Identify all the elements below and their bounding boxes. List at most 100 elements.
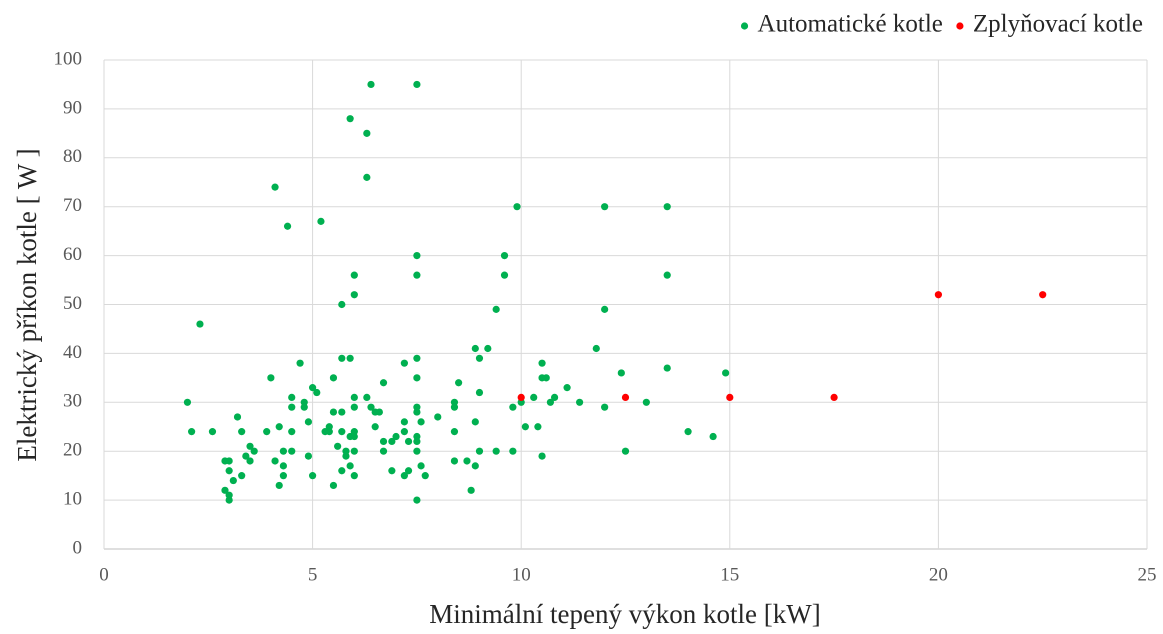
point	[363, 393, 371, 402]
point	[375, 408, 383, 416]
x-tick-label: 10	[512, 564, 531, 585]
point	[288, 403, 296, 411]
point	[229, 476, 237, 485]
point	[663, 271, 671, 279]
point	[484, 344, 492, 353]
point	[363, 129, 371, 137]
point	[221, 486, 229, 494]
point	[617, 369, 625, 377]
point	[642, 398, 650, 406]
point	[450, 457, 459, 465]
point	[404, 437, 413, 446]
point	[379, 379, 388, 387]
point	[400, 428, 408, 436]
point	[463, 457, 471, 465]
point	[338, 354, 346, 362]
point	[279, 472, 287, 480]
point	[342, 452, 350, 460]
point	[450, 403, 459, 411]
point	[296, 359, 304, 367]
y-axis-title: Elektrický příkon kotle [ W ]	[12, 148, 42, 461]
point	[413, 437, 421, 446]
point	[413, 271, 421, 279]
point	[413, 374, 421, 382]
point	[509, 447, 517, 455]
point	[271, 183, 279, 191]
point	[517, 393, 525, 402]
point	[388, 437, 396, 446]
point	[576, 398, 584, 406]
point	[934, 291, 943, 299]
point	[183, 398, 192, 406]
point	[350, 403, 358, 411]
point	[546, 398, 555, 406]
point	[246, 457, 254, 465]
point	[304, 418, 313, 426]
point	[367, 80, 375, 89]
point	[471, 344, 479, 353]
y-tick-label: 60	[63, 244, 82, 265]
point	[267, 374, 275, 382]
x-tick-label: 15	[720, 564, 739, 585]
point	[350, 291, 358, 299]
point	[521, 423, 529, 431]
legend-label: Automatické kotle	[758, 11, 943, 38]
point	[208, 428, 217, 436]
y-tick-label: 0	[73, 537, 83, 558]
point	[288, 428, 296, 436]
point	[621, 393, 630, 402]
x-axis-title: Minimální tepený výkon kotle [kW]	[429, 599, 820, 629]
point	[309, 384, 317, 392]
point	[400, 359, 408, 367]
point	[379, 447, 388, 455]
point	[338, 428, 346, 436]
point	[392, 432, 400, 441]
point	[417, 418, 425, 426]
point	[325, 428, 333, 436]
point	[413, 447, 421, 455]
point	[475, 447, 484, 455]
point	[563, 384, 571, 392]
point	[592, 344, 600, 353]
point	[300, 403, 308, 411]
point	[534, 423, 542, 431]
point	[413, 80, 421, 89]
point	[500, 271, 509, 279]
point	[492, 447, 500, 455]
legend-marker	[956, 22, 964, 30]
point	[246, 442, 254, 450]
y-tick-label: 40	[63, 342, 82, 363]
point	[309, 472, 317, 480]
point	[722, 369, 730, 377]
legend-marker	[740, 22, 749, 30]
point	[371, 423, 379, 431]
point	[413, 252, 421, 260]
point	[263, 428, 271, 436]
point	[726, 393, 734, 402]
point	[350, 393, 358, 402]
point	[238, 472, 246, 480]
point	[346, 115, 354, 123]
point	[475, 388, 484, 397]
y-tick-label: 30	[63, 391, 82, 412]
point	[379, 437, 388, 446]
point	[663, 364, 671, 372]
y-tick-label: 10	[63, 488, 82, 509]
x-tick-label: 0	[99, 564, 109, 585]
point	[601, 203, 609, 211]
point	[471, 462, 479, 470]
point	[684, 428, 692, 436]
point	[367, 403, 375, 411]
point	[233, 413, 242, 421]
y-tick-label: 100	[54, 48, 83, 69]
point	[413, 408, 421, 416]
point	[350, 472, 358, 480]
point	[225, 457, 233, 465]
point	[225, 496, 233, 504]
point	[350, 447, 358, 455]
point	[538, 452, 546, 460]
point	[413, 496, 421, 504]
point	[279, 447, 287, 455]
x-tick-label: 25	[1138, 564, 1157, 585]
